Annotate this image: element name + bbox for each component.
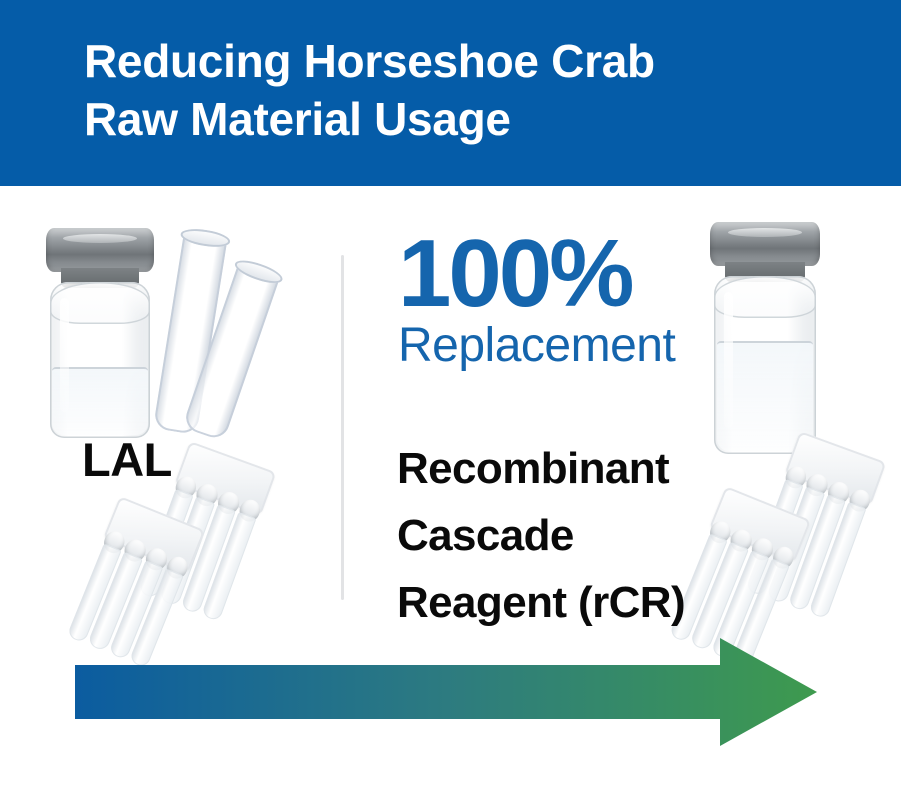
header-band: Reducing Horseshoe Crab Raw Material Usa… xyxy=(0,0,901,186)
vial-highlight xyxy=(60,298,70,412)
test-tube-icon xyxy=(181,260,281,442)
page-title: Reducing Horseshoe Crab Raw Material Usa… xyxy=(84,35,655,145)
vial-glass xyxy=(714,276,816,454)
well xyxy=(214,489,242,517)
transition-arrow xyxy=(75,638,825,758)
vertical-divider xyxy=(341,255,344,600)
vial-shoulder xyxy=(50,282,150,324)
vial-highlight xyxy=(724,292,734,428)
strip-tab xyxy=(174,441,277,516)
column xyxy=(200,511,257,622)
well xyxy=(142,545,170,574)
well xyxy=(100,528,129,557)
vial-neck xyxy=(61,268,139,288)
column xyxy=(179,504,236,615)
well xyxy=(172,473,200,502)
column xyxy=(808,501,867,620)
comparison-stage: LAL 100% Replacement Recombinant Cascade… xyxy=(0,186,901,796)
vial-neck xyxy=(725,262,805,282)
well xyxy=(236,496,264,525)
column xyxy=(158,496,215,607)
lal-label: LAL xyxy=(82,433,172,486)
strip-wells xyxy=(100,528,191,582)
strip-tab xyxy=(784,431,887,506)
well xyxy=(824,479,852,507)
test-tube-icon xyxy=(152,230,228,435)
vial-cap-icon xyxy=(710,222,820,266)
vial-glass xyxy=(50,282,150,438)
column xyxy=(87,551,143,652)
vial-cap-icon xyxy=(46,228,154,272)
strip-tab xyxy=(102,496,206,574)
column xyxy=(66,543,122,644)
vial-shoulder xyxy=(714,276,816,318)
vial-icon xyxy=(710,222,820,454)
lal-product-photo xyxy=(42,226,317,466)
replacement-percentage: 100% xyxy=(398,220,635,327)
rcr-product-photo xyxy=(710,222,830,462)
column xyxy=(137,488,194,599)
rcr-label: Recombinant Cascade Reagent (rCR) xyxy=(397,444,686,627)
vial-icon xyxy=(46,228,154,438)
replacement-word: Replacement xyxy=(398,319,676,372)
well xyxy=(193,481,221,510)
well xyxy=(121,536,149,565)
well xyxy=(163,553,191,582)
strip-columns xyxy=(137,488,257,622)
replacement-stat: 100% Replacement xyxy=(398,220,718,372)
arrow-right-icon xyxy=(75,638,817,746)
vial-fluid xyxy=(52,367,148,435)
well xyxy=(803,471,831,500)
well xyxy=(846,486,874,515)
strip-wells xyxy=(172,473,264,525)
arrow-shape xyxy=(75,638,817,746)
